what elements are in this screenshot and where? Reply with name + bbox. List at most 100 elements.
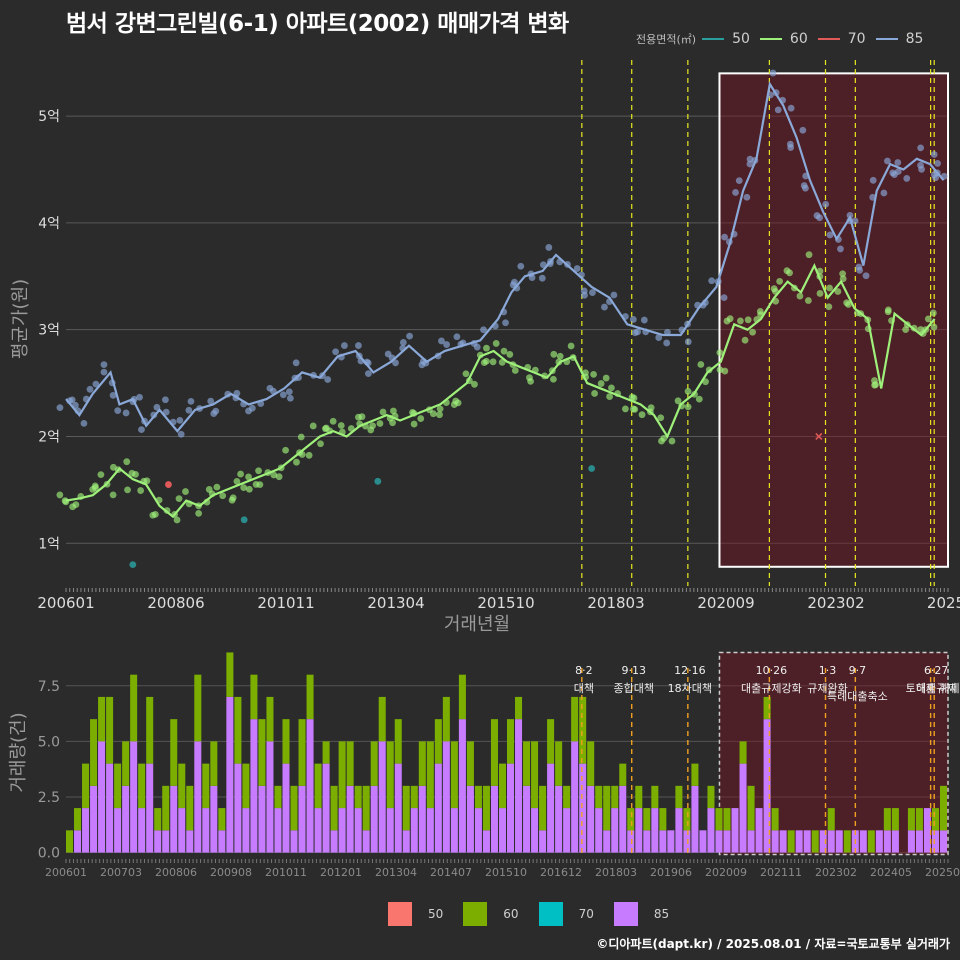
- scatter-point-85: [573, 265, 581, 272]
- bar-85: [635, 808, 643, 853]
- scatter-point-60: [233, 478, 241, 485]
- bar-60: [707, 785, 715, 809]
- bar-60: [787, 830, 795, 853]
- bar-60: [402, 785, 410, 831]
- bar-60: [579, 696, 587, 764]
- bar-85: [370, 785, 378, 853]
- bar-60: [426, 741, 434, 809]
- scatter-point-60: [182, 488, 189, 495]
- scatter-point-60: [245, 473, 252, 481]
- scatter-point-85: [538, 274, 546, 282]
- scatter-point-60: [255, 467, 262, 475]
- scatter-point-60: [805, 251, 813, 259]
- scatter-point-85: [355, 342, 362, 349]
- bar-85: [739, 763, 747, 853]
- policy-name-label: 대출규제강화: [741, 682, 802, 695]
- scatter-point-60: [237, 470, 244, 478]
- scatter-point-60: [123, 458, 131, 466]
- policy-name-label: 종합대책: [613, 682, 653, 695]
- scatter-point-60: [902, 326, 910, 334]
- bar-85: [611, 808, 619, 853]
- scatter-point-60: [275, 473, 283, 481]
- scatter-point-60: [716, 349, 724, 357]
- scatter-point-60: [527, 377, 535, 385]
- source-footer: ©디아파트(dapt.kr) / 2025.08.01 / 자료=국토교통부 실…: [596, 937, 950, 951]
- scatter-point-60: [240, 484, 248, 492]
- bar-60: [458, 674, 466, 720]
- bar-60: [178, 763, 186, 809]
- bar-60: [643, 808, 651, 831]
- bar-85: [258, 785, 266, 853]
- bar-60: [330, 785, 338, 831]
- bar-60: [90, 719, 98, 786]
- scatter-point-85: [122, 409, 130, 417]
- scatter-point-85: [934, 160, 941, 167]
- scatter-point-60: [597, 380, 605, 387]
- bar-85: [715, 830, 723, 853]
- legend-swatch-icon: [613, 902, 638, 926]
- bar-85: [98, 741, 106, 853]
- scatter-point-60: [834, 288, 842, 295]
- scatter-point-85: [822, 200, 830, 208]
- scatter-point-60: [567, 342, 575, 350]
- scatter-point-85: [799, 126, 807, 134]
- scatter-point-85: [324, 376, 332, 383]
- scatter-point-60: [376, 420, 384, 427]
- bar-85: [659, 830, 667, 853]
- scatter-point-60: [674, 397, 682, 405]
- legend-swatch-icon: [463, 902, 488, 926]
- scatter-point-60: [684, 387, 692, 395]
- bar-85: [498, 808, 506, 853]
- volume-legend-item-85: 85: [613, 902, 669, 926]
- scatter-point-60: [436, 405, 444, 413]
- scatter-point-85: [816, 214, 823, 222]
- scatter-point-60: [390, 407, 397, 415]
- bar-60: [883, 808, 891, 831]
- bar-60: [827, 808, 835, 831]
- cross-mark-70: [815, 432, 823, 441]
- scatter-point-85: [932, 174, 940, 182]
- scatter-point-85: [80, 419, 88, 427]
- scatter-point-85: [918, 165, 925, 173]
- bar-85: [186, 830, 194, 853]
- scatter-point-60: [124, 486, 131, 494]
- x-tick-label: 202302: [807, 594, 864, 612]
- bar-60: [523, 741, 531, 786]
- scatter-point-85: [187, 397, 195, 405]
- scatter-point-60: [804, 297, 812, 304]
- scatter-point-60: [826, 284, 833, 292]
- scatter-point-60: [205, 486, 213, 493]
- bar-60: [675, 785, 683, 809]
- y-tick-label: 0.0: [38, 846, 60, 862]
- bar-60: [146, 696, 154, 764]
- bar-85: [819, 830, 827, 853]
- bar-85: [242, 808, 250, 853]
- bar-60: [114, 763, 122, 809]
- scatter-point-60: [825, 303, 833, 311]
- bar-60: [507, 719, 515, 764]
- scatter-point-60: [483, 344, 490, 352]
- y-tick-label: 5억: [38, 109, 60, 125]
- bar-60: [619, 763, 627, 786]
- bar-85: [90, 785, 98, 853]
- policy-date-label: 8·2: [575, 664, 593, 677]
- bar-60: [354, 785, 362, 809]
- scatter-point-85: [746, 155, 754, 163]
- bar-85: [130, 741, 138, 853]
- scatter-point-85: [266, 384, 274, 392]
- scatter-point-85: [138, 426, 145, 434]
- bar-85: [354, 808, 362, 853]
- scatter-point-60: [109, 491, 117, 499]
- bar-60: [66, 830, 74, 853]
- scatter-point-85: [903, 175, 911, 182]
- bar-60: [571, 696, 579, 742]
- policy-date-label: 6·27: [924, 664, 949, 677]
- scatter-point-60: [631, 405, 639, 413]
- scatter-point-70: [165, 481, 172, 488]
- bar-60: [482, 785, 490, 831]
- scatter-point-60: [657, 414, 665, 422]
- scatter-point-60: [839, 270, 847, 278]
- scatter-point-85: [285, 388, 293, 396]
- bar-85: [194, 741, 202, 853]
- bar-85: [619, 785, 627, 853]
